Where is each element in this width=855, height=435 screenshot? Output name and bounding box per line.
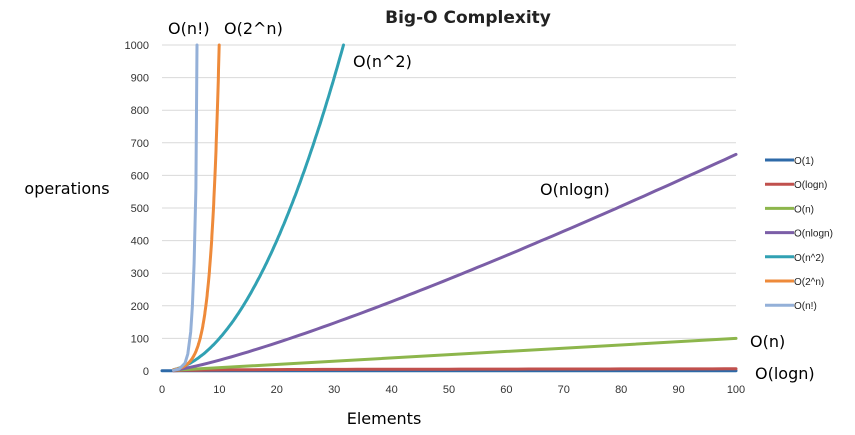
legend-label: O(n^2) — [794, 253, 824, 264]
y-tick-label: 100 — [131, 333, 149, 345]
x-tick-label: 60 — [500, 384, 512, 396]
annotation-nlogn: O(nlogn) — [540, 180, 610, 199]
annotation-n: O(n) — [750, 332, 785, 351]
x-tick-label: 40 — [385, 384, 397, 396]
x-tick-label: 50 — [443, 384, 455, 396]
legend: O(1) O(logn) O(n) O(nlogn) O(n^2) O(2^n) O(n!) — [765, 156, 833, 312]
legend-label: O(n!) — [794, 301, 817, 312]
legend-label: O(nlogn) — [794, 229, 833, 240]
gridlines — [162, 44, 736, 339]
x-tick-labels: 0 10 20 30 40 50 60 70 80 90 100 — [159, 384, 745, 396]
y-tick-label: 0 — [143, 366, 149, 378]
x-tick-label: 70 — [558, 384, 570, 396]
y-tick-label: 600 — [131, 170, 149, 182]
chart-title: Big-O Complexity — [385, 8, 551, 28]
legend-item: O(2^n) — [765, 277, 824, 288]
x-tick-label: 90 — [672, 384, 684, 396]
legend-item: O(1) — [765, 156, 814, 167]
legend-label: O(2^n) — [794, 277, 824, 288]
x-tick-label: 10 — [213, 384, 225, 396]
y-tick-label: 1000 — [125, 40, 149, 52]
y-tick-label: 400 — [131, 236, 149, 248]
series-lines — [160, 43, 738, 373]
y-tick-label: 800 — [131, 105, 149, 117]
legend-item: O(nlogn) — [765, 229, 833, 240]
legend-item: O(n) — [765, 204, 814, 215]
x-tick-label: 80 — [615, 384, 627, 396]
y-tick-label: 300 — [131, 268, 149, 280]
legend-item: O(n^2) — [765, 253, 824, 264]
x-tick-label: 30 — [328, 384, 340, 396]
y-tick-label: 700 — [131, 138, 149, 150]
series-line-o-n- — [172, 336, 738, 372]
legend-label: O(logn) — [794, 180, 827, 191]
y-axis-label: operations — [24, 179, 109, 198]
legend-label: O(n) — [794, 204, 814, 215]
series-line-o-nlogn- — [172, 152, 738, 372]
legend-label: O(1) — [794, 156, 814, 167]
annotation-2-power-n: O(2^n) — [224, 19, 283, 38]
annotation-n-squared: O(n^2) — [353, 52, 412, 71]
series-line-o-logn- — [172, 367, 738, 373]
y-tick-labels: 0 100 200 300 400 500 600 700 800 900 1000 — [125, 40, 149, 378]
x-tick-label: 0 — [159, 384, 165, 396]
annotation-n-factorial: O(n!) — [168, 19, 210, 38]
legend-item: O(logn) — [765, 180, 827, 191]
x-axis-label: Elements — [347, 409, 422, 428]
y-tick-label: 200 — [131, 301, 149, 313]
series-line-o-n- — [172, 43, 199, 372]
x-tick-label: 100 — [727, 384, 745, 396]
y-tick-label: 500 — [131, 203, 149, 215]
x-tick-label: 20 — [271, 384, 283, 396]
legend-item: O(n!) — [765, 301, 817, 312]
annotation-logn: O(logn) — [755, 364, 815, 383]
series-line-o-n-2- — [172, 43, 345, 372]
y-tick-label: 900 — [131, 73, 149, 85]
